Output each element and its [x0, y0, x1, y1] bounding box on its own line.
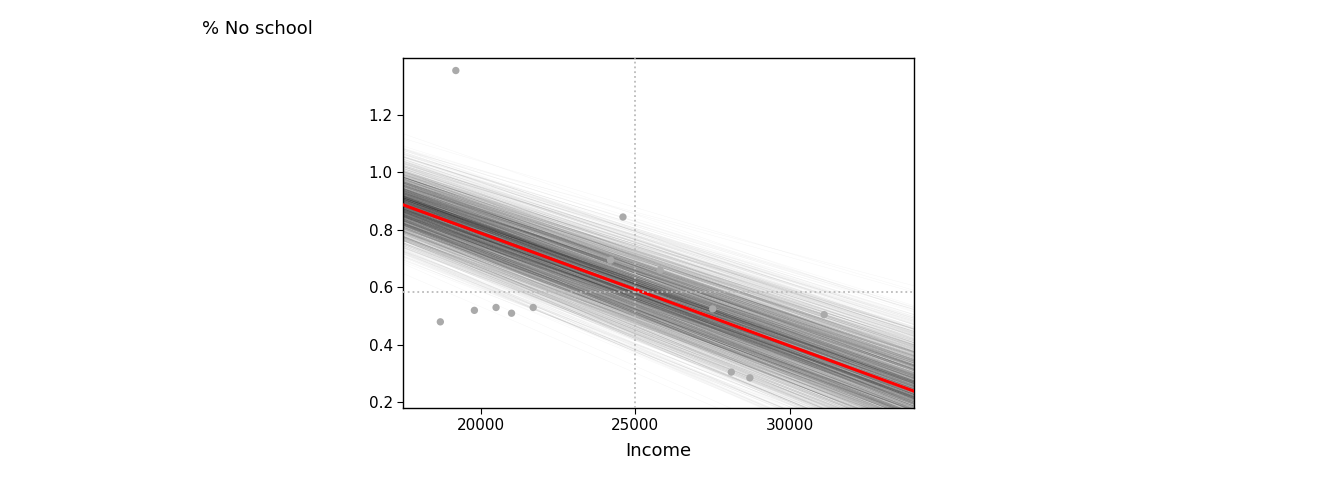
Point: [702, 305, 723, 313]
Point: [464, 307, 485, 314]
Text: % No school: % No school: [202, 20, 312, 38]
Point: [739, 374, 761, 382]
Point: [523, 304, 544, 312]
X-axis label: Income: Income: [625, 442, 692, 460]
Point: [485, 304, 507, 312]
Point: [430, 318, 452, 325]
Point: [613, 213, 634, 221]
Point: [501, 310, 523, 317]
Point: [813, 311, 835, 319]
Point: [445, 67, 466, 74]
Point: [649, 266, 671, 274]
Point: [720, 368, 742, 376]
Point: [599, 256, 621, 264]
